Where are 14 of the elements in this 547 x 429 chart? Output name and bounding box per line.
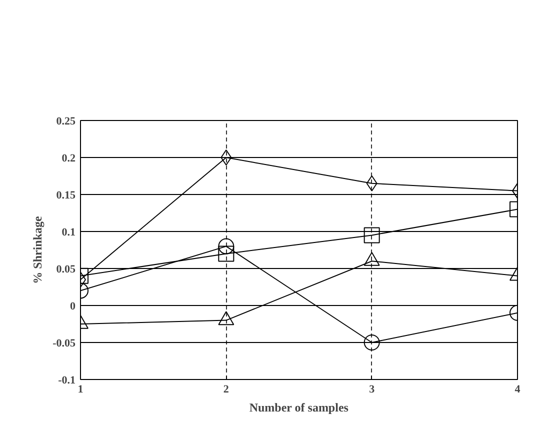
x-tick-label: 3	[369, 384, 376, 396]
y-tick-label: 0.1	[62, 226, 76, 238]
x-axis-title: Number of samples	[249, 400, 349, 414]
y-tick-label: -0.1	[58, 374, 76, 386]
x-tick-label: 1	[78, 384, 84, 396]
y-tick-label: 0	[70, 300, 76, 312]
y-tick-label: 0.15	[56, 190, 76, 202]
x-tick-label: 4	[514, 384, 521, 396]
y-tick-label: 0.2	[62, 152, 76, 164]
x-tick-label: 2	[223, 384, 230, 396]
y-axis-title: % Shrinkage	[30, 215, 45, 284]
y-tick-label: 0.25	[56, 116, 76, 128]
y-tick-label: 0.05	[56, 264, 76, 276]
y-tick-label: -0.05	[52, 338, 76, 350]
